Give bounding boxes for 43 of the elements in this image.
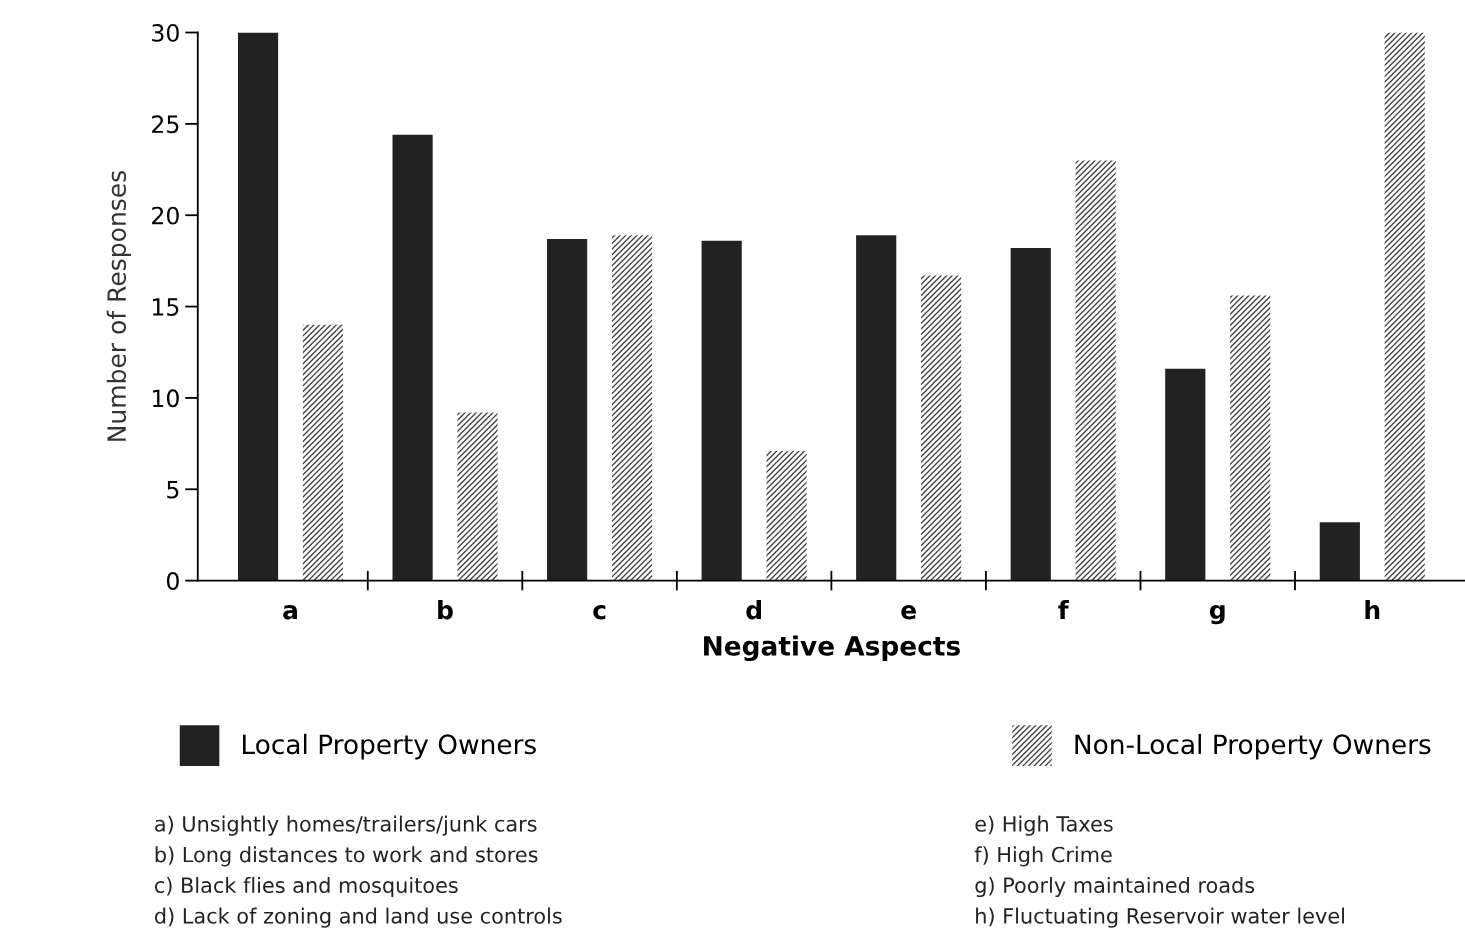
legend-label: Local Property Owners xyxy=(243,733,536,760)
x-tick-label: d xyxy=(746,600,761,620)
bar xyxy=(766,450,807,581)
text: f) High Crime xyxy=(974,846,1112,867)
bar xyxy=(302,324,344,581)
bar xyxy=(1010,248,1051,581)
y-tick-label: 0 xyxy=(166,572,179,590)
y-tick-label: 30 xyxy=(152,23,179,42)
x-tick-label: f xyxy=(1058,600,1069,620)
text: c) Black flies and mosquitoes xyxy=(154,876,458,898)
bar xyxy=(1165,368,1206,581)
bar xyxy=(392,134,433,581)
x-tick-label: g xyxy=(1209,604,1225,625)
x-tick-label: h xyxy=(1365,600,1380,620)
bar xyxy=(457,412,498,581)
bar xyxy=(611,235,653,581)
y-tick-label: 25 xyxy=(152,115,179,134)
bar xyxy=(1384,32,1425,581)
y-tick-label: 15 xyxy=(152,298,179,316)
x-axis-title: Negative Aspects xyxy=(704,635,960,662)
y-tick-label: 20 xyxy=(152,206,179,225)
text: a) Unsightly homes/trailers/junk cars xyxy=(155,815,537,836)
y-tick-label: 10 xyxy=(152,389,179,408)
x-tick-label: c xyxy=(593,605,606,620)
text: g) Poorly maintained roads xyxy=(975,876,1255,898)
text: h) Fluctuating Reservoir water level xyxy=(976,907,1344,928)
y-tick-label: 5 xyxy=(167,481,179,499)
bar xyxy=(856,235,897,581)
x-tick-label: e xyxy=(901,605,916,620)
x-tick-label: a xyxy=(283,605,297,620)
bar xyxy=(547,238,588,581)
text: d) Lack of zoning and land use controls xyxy=(154,907,562,928)
text: e) High Taxes xyxy=(975,815,1113,836)
legend-label: Non-Local Property Owners xyxy=(1075,733,1431,760)
x-tick-label: b xyxy=(438,600,453,620)
text: b) Long distances to work and stores xyxy=(155,846,538,867)
y-axis-title: Number of Responses xyxy=(106,171,131,441)
bar xyxy=(1319,522,1360,581)
bar xyxy=(1075,160,1116,581)
bar xyxy=(237,32,279,581)
bar xyxy=(701,240,742,581)
bar xyxy=(1230,295,1271,581)
bar xyxy=(921,275,962,581)
